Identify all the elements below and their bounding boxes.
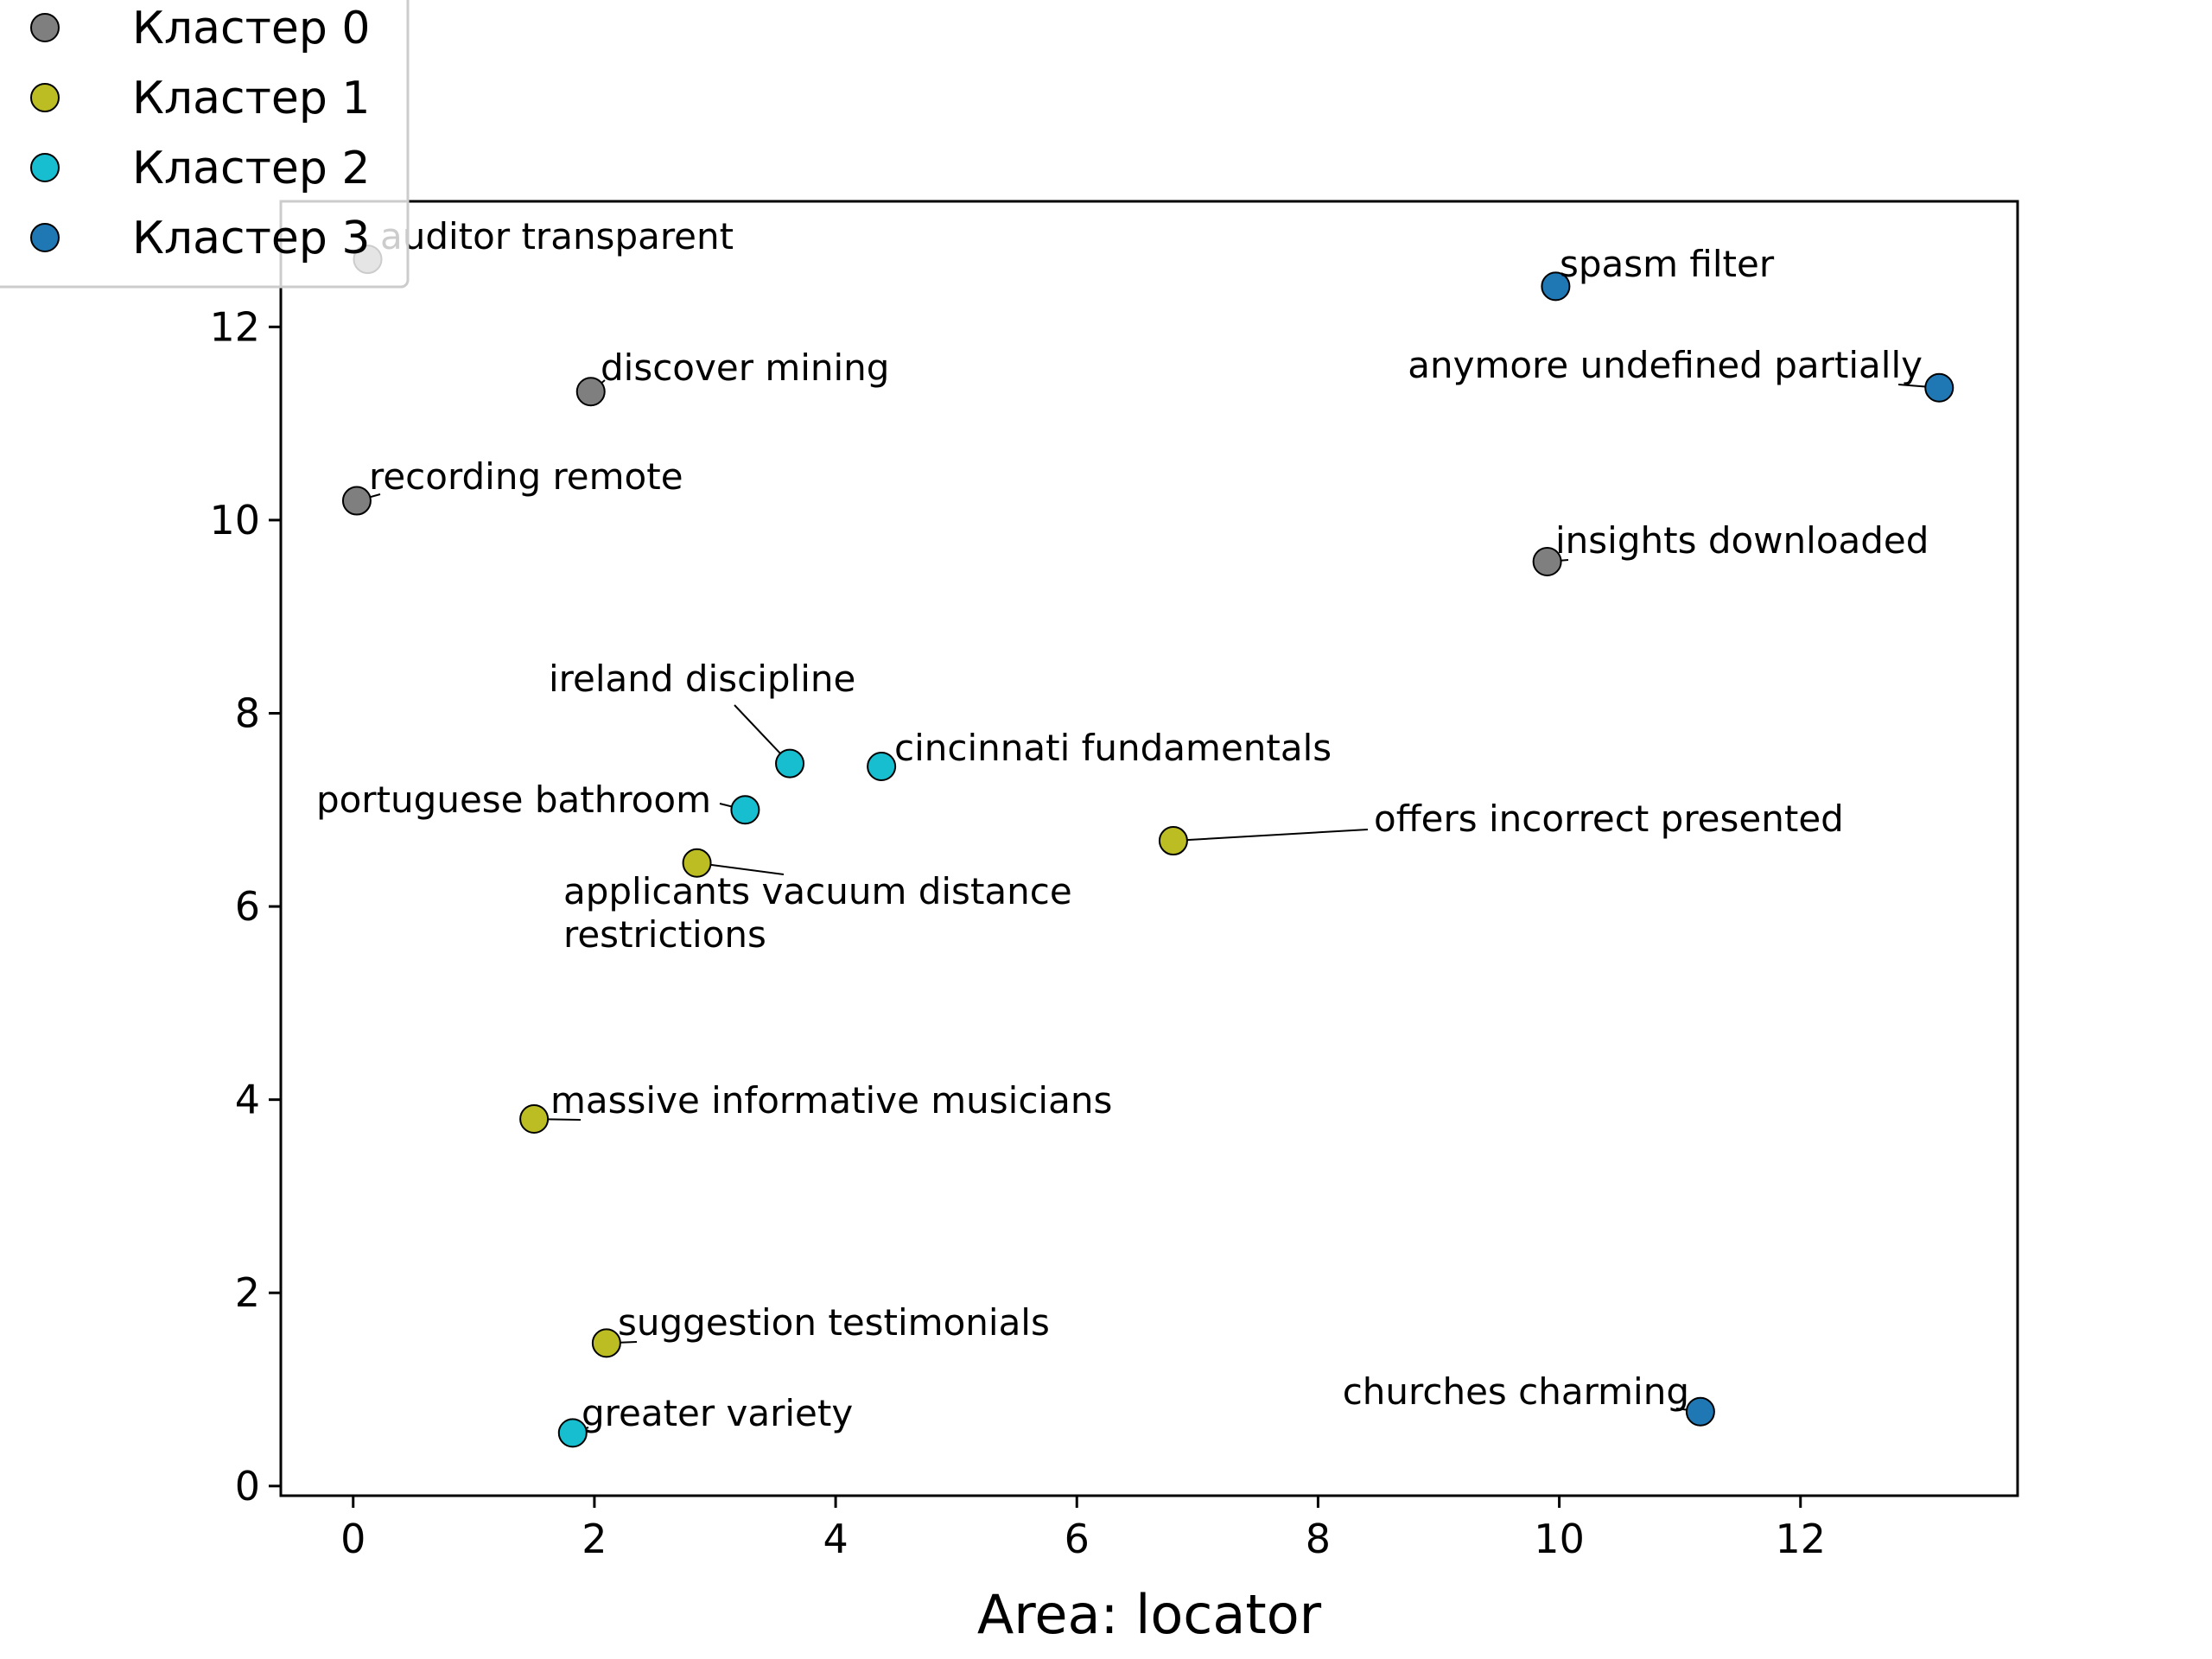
point-label: anymore undefined partially xyxy=(1408,344,1923,386)
point-label: portuguese bathroom xyxy=(316,779,711,821)
x-axis-title: Area: locator xyxy=(977,1583,1322,1646)
legend: Кластер 0 Кластер 1 Кластер 2 Кластер 3 xyxy=(0,0,410,289)
scatter-point xyxy=(557,1418,588,1448)
y-tick-label: 4 xyxy=(235,1077,260,1123)
point-label: suggestion testimonials xyxy=(618,1301,1050,1344)
scatter-point xyxy=(1924,372,1955,403)
point-label: spasm filter xyxy=(1560,243,1775,285)
legend-box xyxy=(0,0,410,289)
point-label: ireland discipline xyxy=(549,658,855,700)
scatter-point xyxy=(341,486,372,516)
legend-entry-label: Кластер 2 xyxy=(132,143,371,194)
point-label: discover mining xyxy=(601,346,889,389)
plot-frame xyxy=(279,200,2019,1497)
x-tick-label: 4 xyxy=(823,1516,848,1562)
annotation-leader xyxy=(1173,829,1369,842)
point-label: auditor transparent xyxy=(380,215,734,257)
scatter-point xyxy=(867,751,897,781)
legend-entry-label: Кластер 0 xyxy=(132,3,371,54)
point-label: cincinnati fundamentals xyxy=(894,727,1332,769)
y-tick-label: 6 xyxy=(235,883,260,930)
x-tick-label: 6 xyxy=(1065,1516,1090,1562)
legend-marker xyxy=(30,13,60,42)
y-tick-label: 12 xyxy=(209,303,260,350)
legend-marker xyxy=(30,153,60,182)
scatter-point xyxy=(519,1104,550,1135)
scatter-point xyxy=(682,848,712,878)
scatter-point xyxy=(730,795,760,825)
point-label: massive informative musicians xyxy=(550,1079,1112,1122)
plot-area: auditor transparent discover mining record… xyxy=(316,215,1955,1448)
y-tick-label: 10 xyxy=(209,497,260,543)
legend-marker xyxy=(30,223,60,252)
axis-ticks: 0 2 4 6 8 10 12 0 2 4 6 8 10 12 xyxy=(209,303,1826,1562)
y-tick-label: 2 xyxy=(235,1269,260,1316)
x-tick-label: 0 xyxy=(340,1516,365,1562)
y-tick-label: 0 xyxy=(235,1463,260,1510)
point-label: greater variety xyxy=(582,1392,853,1434)
point-label: recording remote xyxy=(369,455,683,498)
legend-entry-label: Кластер 1 xyxy=(132,73,371,124)
scatter-point xyxy=(775,748,805,779)
x-tick-label: 8 xyxy=(1306,1516,1331,1562)
legend-marker xyxy=(30,83,60,112)
x-tick-label: 2 xyxy=(582,1516,607,1562)
scatter-point xyxy=(1685,1396,1715,1427)
x-tick-label: 10 xyxy=(1534,1516,1585,1562)
scatter-point xyxy=(575,377,606,407)
x-tick-label: 12 xyxy=(1775,1516,1826,1562)
point-label: applicants vacuum distance restrictions xyxy=(563,870,1072,956)
scatter-point xyxy=(1532,546,1562,576)
y-tick-label: 8 xyxy=(235,690,260,736)
scatter-point xyxy=(1541,271,1571,302)
scatter-point xyxy=(591,1328,621,1358)
scatter-point xyxy=(1158,826,1188,856)
point-label: offers incorrect presented xyxy=(1374,798,1844,840)
point-label: churches charming xyxy=(1343,1370,1689,1413)
legend-entry-label: Кластер 3 xyxy=(132,213,371,264)
point-label: insights downloaded xyxy=(1555,519,1929,562)
